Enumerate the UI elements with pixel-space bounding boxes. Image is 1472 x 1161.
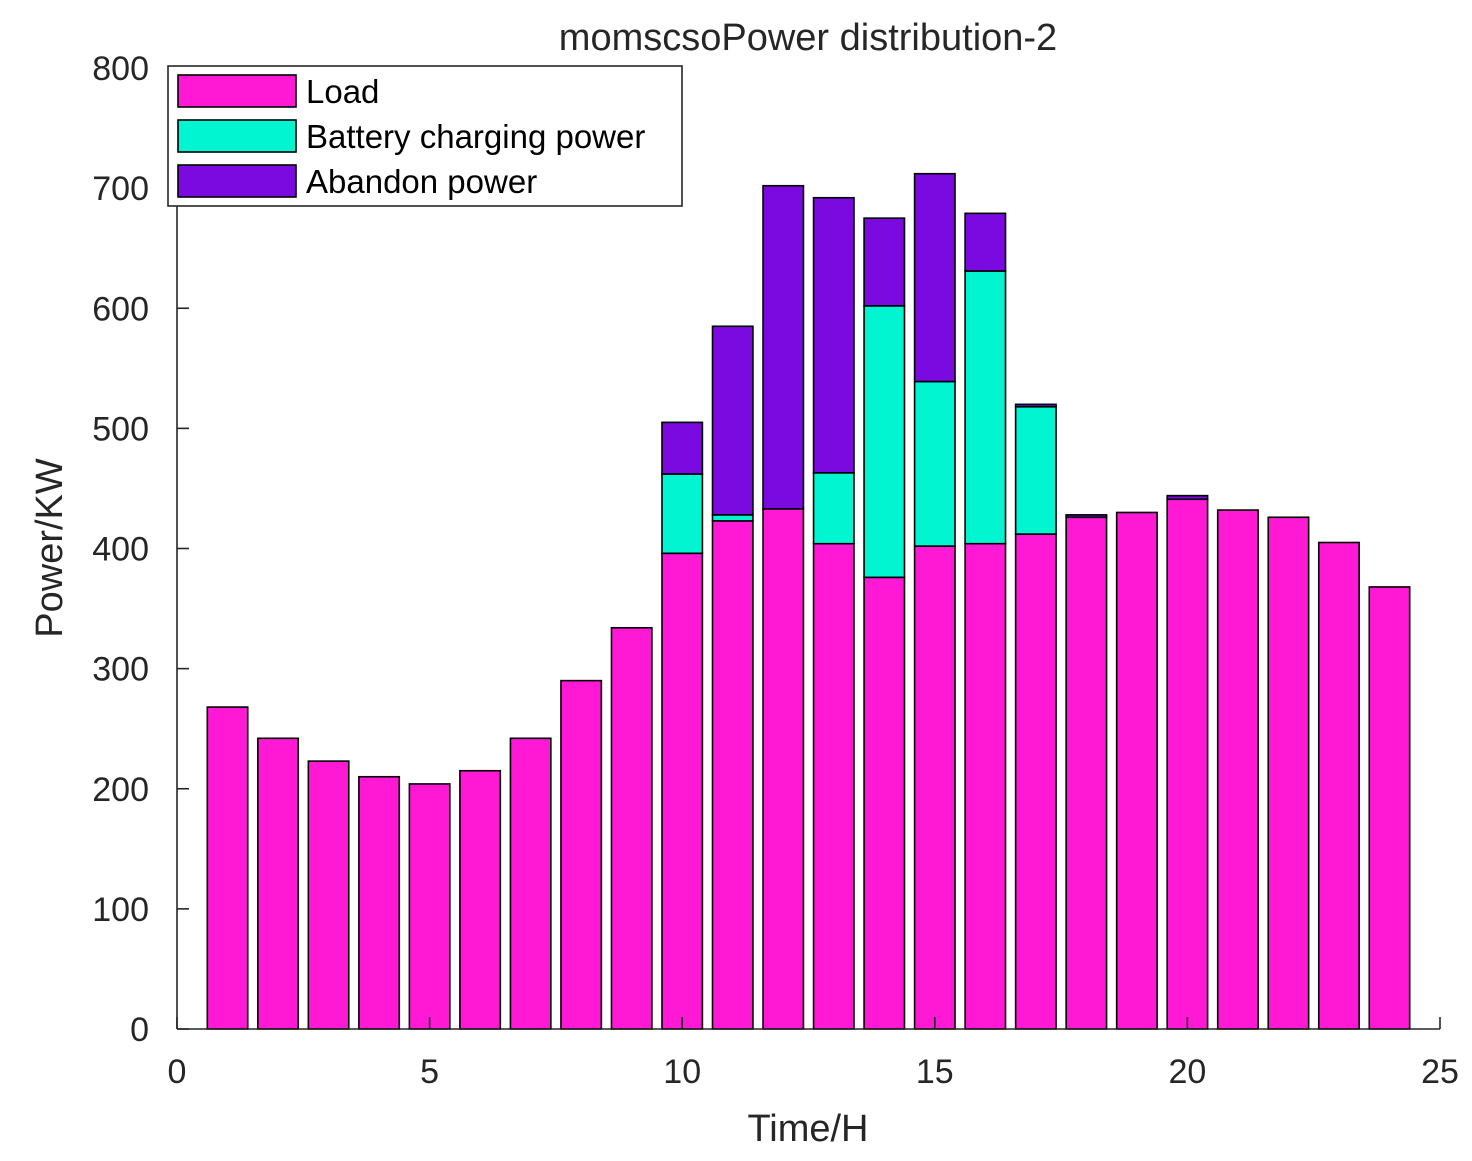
bar-abandon-14: [863, 217, 906, 307]
bar-abandon-12: [762, 184, 805, 510]
bar-battery-11: [711, 514, 754, 522]
bar-load-24: [1368, 586, 1411, 1030]
bar-abandon-13: [812, 196, 855, 474]
bar-load-21: [1216, 509, 1259, 1030]
bar-load-14: [863, 576, 906, 1030]
y-tick-label: 300: [92, 651, 149, 689]
x-tick-label: 15: [916, 1053, 954, 1091]
x-tick-label: 0: [168, 1053, 187, 1091]
bar-abandon-20: [1166, 494, 1209, 501]
legend-swatch-1: [177, 119, 297, 153]
legend: Load Battery charging power Abandon power: [167, 65, 683, 207]
x-tick-label: 20: [1168, 1053, 1206, 1091]
legend-label-2: Abandon power: [306, 163, 537, 200]
bar-abandon-15: [913, 172, 956, 383]
y-tick-label: 800: [92, 50, 149, 88]
x-tick-label: 10: [663, 1053, 701, 1091]
bar-load-4: [358, 775, 401, 1030]
x-axis-label: Time/H: [747, 1108, 868, 1150]
chart-title: momscsoPower distribution-2: [559, 17, 1057, 59]
legend-swatch-0: [177, 74, 297, 108]
bar-abandon-17: [1014, 403, 1057, 408]
y-axis-label: Power/KW: [29, 458, 71, 638]
bar-load-2: [257, 737, 300, 1030]
bar-battery-17: [1014, 405, 1057, 535]
bar-load-7: [509, 737, 552, 1030]
bar-layer: [206, 172, 1411, 1030]
bar-battery-13: [812, 472, 855, 545]
x-tick-label: 25: [1421, 1053, 1459, 1091]
bar-load-1: [206, 706, 249, 1030]
bar-load-13: [812, 542, 855, 1030]
bar-load-16: [964, 542, 1007, 1030]
y-tick-label: 700: [92, 170, 149, 208]
bar-load-17: [1014, 533, 1057, 1030]
y-tick-label: 0: [130, 1011, 149, 1049]
bar-load-5: [408, 783, 451, 1030]
legend-label-1: Battery charging power: [306, 118, 645, 155]
y-tick-label: 200: [92, 771, 149, 809]
y-tick-label: 100: [92, 891, 149, 929]
y-tick-label: 600: [92, 290, 149, 328]
y-tick-label: 500: [92, 410, 149, 448]
bar-load-3: [307, 760, 350, 1030]
bar-abandon-11: [711, 325, 754, 516]
bar-load-19: [1115, 511, 1158, 1030]
bar-load-8: [560, 679, 603, 1030]
bar-load-12: [762, 508, 805, 1030]
legend-swatch-2: [177, 164, 297, 198]
bar-load-23: [1317, 541, 1360, 1030]
axes: 0 5 10 15 20 25 0 100 200 300 400 500 600 700 800: [92, 50, 1459, 1091]
bar-battery-14: [863, 305, 906, 579]
bar-load-6: [459, 769, 502, 1030]
bar-load-22: [1267, 516, 1310, 1030]
bar-battery-15: [913, 380, 956, 547]
x-tick-label: 5: [420, 1053, 439, 1091]
bar-load-9: [610, 626, 653, 1030]
legend-label-0: Load: [306, 73, 379, 110]
bar-load-20: [1166, 498, 1209, 1030]
bar-abandon-16: [964, 212, 1007, 272]
bar-load-18: [1065, 516, 1108, 1030]
bar-load-11: [711, 520, 754, 1030]
bar-load-10: [661, 552, 704, 1030]
bar-battery-16: [964, 270, 1007, 545]
bar-load-15: [913, 545, 956, 1030]
bar-abandon-10: [661, 421, 704, 475]
bar-battery-10: [661, 473, 704, 555]
bar-abandon-18: [1065, 514, 1108, 519]
y-tick-label: 400: [92, 531, 149, 569]
